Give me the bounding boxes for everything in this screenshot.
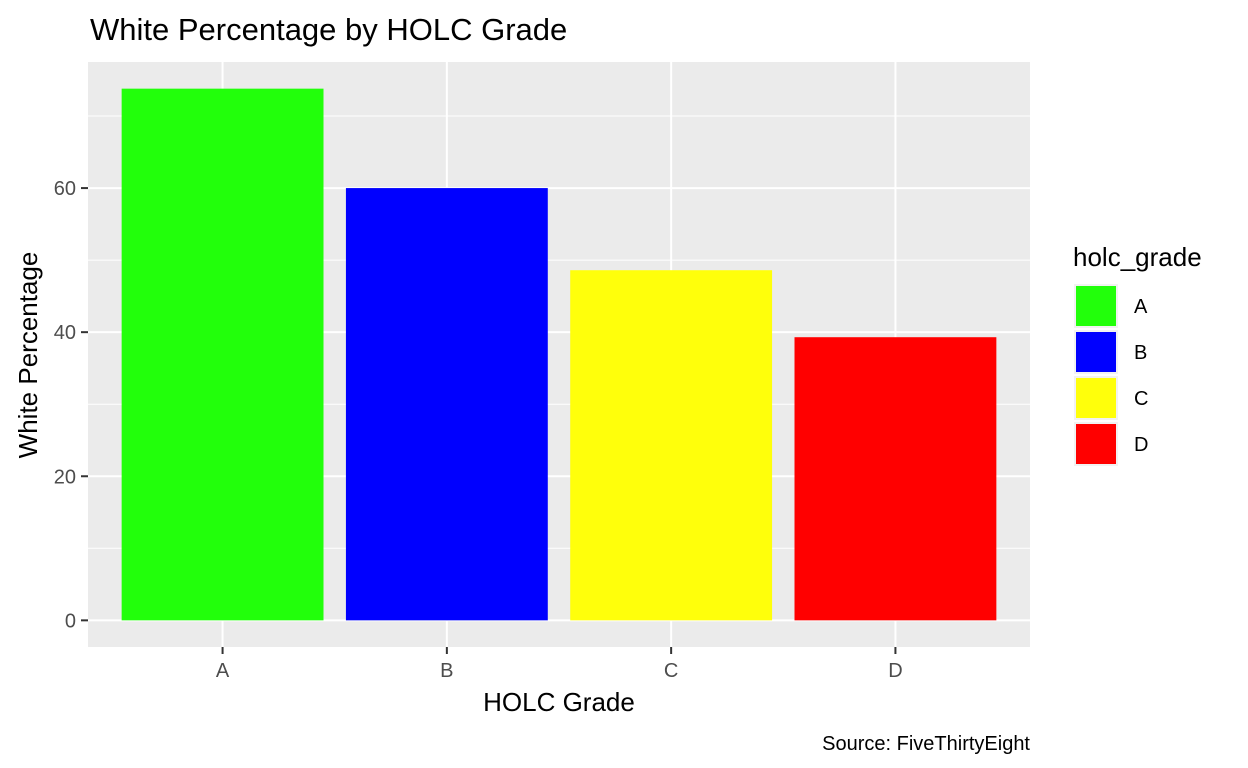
bar-c <box>570 270 773 621</box>
x-axis-title: HOLC Grade <box>483 687 635 717</box>
x-tick-label: D <box>888 660 902 682</box>
legend-label: B <box>1134 342 1147 364</box>
bar-a <box>121 88 324 621</box>
y-tick-label: 20 <box>54 466 76 488</box>
legend-label: C <box>1134 388 1148 410</box>
x-tick-label: C <box>664 660 678 682</box>
bar-b <box>345 188 548 621</box>
legend-key-c <box>1076 378 1116 418</box>
legend-entries: A B C D <box>1074 284 1148 466</box>
legend-key-a <box>1076 286 1116 326</box>
chart-title: White Percentage by HOLC Grade <box>90 12 567 47</box>
legend: holc_grade A B C D <box>1073 242 1202 466</box>
y-tick-label: 60 <box>54 178 76 200</box>
source-caption: Source: FiveThirtyEight <box>822 733 1030 755</box>
x-tick-label: B <box>440 660 453 682</box>
y-axis-title: White Percentage <box>13 252 43 459</box>
legend-label: D <box>1134 434 1148 456</box>
x-axis-ticks: A B C D <box>216 647 903 682</box>
legend-label: A <box>1134 296 1148 318</box>
legend-key-b <box>1076 332 1116 372</box>
bar-d <box>794 337 997 621</box>
x-tick-label: A <box>216 660 230 682</box>
y-tick-label: 0 <box>65 610 76 632</box>
y-axis-ticks: 0 20 40 60 <box>54 178 88 632</box>
bars <box>121 88 997 621</box>
legend-title: holc_grade <box>1073 242 1202 272</box>
legend-key-d <box>1076 424 1116 464</box>
y-tick-label: 40 <box>54 322 76 344</box>
